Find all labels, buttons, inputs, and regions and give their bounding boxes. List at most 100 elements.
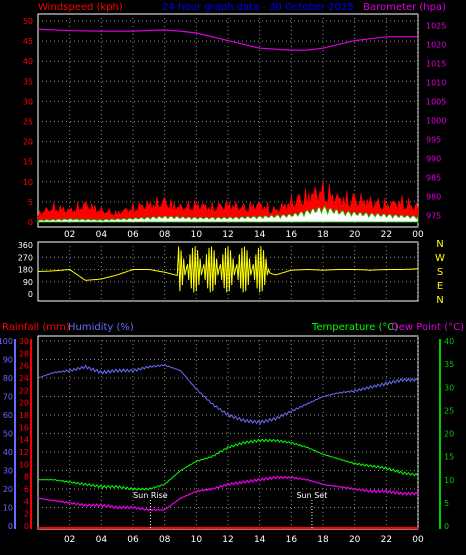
barometer-tick: 1005 <box>426 97 446 106</box>
x-tick-label: 08 <box>159 535 171 545</box>
x-tick-label: 00 <box>412 230 424 240</box>
temperature-tick: 25 <box>444 406 454 415</box>
x-tick-label: 20 <box>349 230 361 240</box>
x-tick-label: 12 <box>222 535 233 545</box>
windspeed-axis-title: Windspeed (kph) <box>38 2 123 13</box>
temperature-tick: 35 <box>444 360 454 369</box>
rainfall-tick: 14 <box>19 436 29 445</box>
temperature-panel-grid <box>38 336 419 529</box>
compass-letter: N <box>436 295 443 306</box>
x-tick-label: 22 <box>381 535 392 545</box>
x-tick-label: 16 <box>286 230 298 240</box>
windspeed-tick: 20 <box>23 138 33 147</box>
rainfall-tick: 28 <box>19 349 29 358</box>
humidity-tick: 10 <box>3 504 13 513</box>
windspeed-tick: 15 <box>23 158 33 167</box>
temperature-tick: 20 <box>444 430 454 439</box>
compass-letter: N <box>436 239 443 250</box>
x-tick-label: 04 <box>96 535 108 545</box>
x-tick-label: 20 <box>349 535 361 545</box>
windspeed-tick: 5 <box>28 198 33 207</box>
x-tick-label: 06 <box>127 535 139 545</box>
temperature-tick: 10 <box>444 476 454 485</box>
barometer-tick-labels: 975 980 985 990 995 1000 1005 1010 1015 1020 1025 <box>426 21 446 220</box>
x-tick-label: 12 <box>222 230 233 240</box>
barometer-tick: 980 <box>426 193 441 202</box>
temperature-line <box>37 438 419 491</box>
temperature-tick: 40 <box>444 337 454 346</box>
rainfall-tick: 30 <box>19 337 29 346</box>
barometer-tick: 985 <box>426 174 441 183</box>
x-tick-label: 06 <box>127 230 139 240</box>
humidity-tick: 40 <box>3 448 13 457</box>
rainfall-tick: 18 <box>19 411 29 420</box>
humidity-line <box>37 364 419 425</box>
barometer-tick: 1000 <box>426 117 446 126</box>
x-tick-label: 18 <box>317 230 329 240</box>
barometer-axis-title: Barometer (hpa) <box>363 2 446 13</box>
rainfall-tick: 22 <box>19 386 29 395</box>
temperature-tick: 15 <box>444 453 454 462</box>
x-tick-label: 16 <box>286 535 298 545</box>
barometer-line <box>37 28 418 51</box>
windspeed-tick: 45 <box>23 37 33 46</box>
wind-x-tick-labels: 02 04 06 08 10 12 14 16 18 20 22 00 <box>64 230 424 240</box>
direction-tick-labels: 0 90 180 270 360 <box>18 241 33 299</box>
temperature-tick: 30 <box>444 383 454 392</box>
sun-annotations: Sun Rise Sun Set <box>133 491 327 529</box>
compass-letter: E <box>437 281 443 292</box>
x-tick-label: 04 <box>96 230 108 240</box>
direction-tick: 270 <box>18 253 33 262</box>
x-tick-label: 10 <box>191 535 203 545</box>
x-tick-label: 02 <box>64 535 75 545</box>
wind-direction-line <box>38 246 419 293</box>
windspeed-tick: 40 <box>23 57 33 66</box>
humidity-axis-title: Humidity (%) <box>68 322 134 333</box>
average-wind-area <box>37 205 419 223</box>
sun-marker-label: Sun Rise <box>133 491 168 500</box>
humidity-tick: 70 <box>3 393 13 402</box>
windspeed-tick: 0 <box>28 218 33 227</box>
barometer-tick: 1010 <box>426 78 446 87</box>
temperature-tick: 0 <box>444 522 449 531</box>
rainfall-tick: 10 <box>19 460 29 469</box>
humidity-tick: 100 <box>0 337 13 346</box>
rainfall-tick: 4 <box>24 497 29 506</box>
humidity-tick: 90 <box>3 356 13 365</box>
rainfall-tick: 8 <box>24 473 29 482</box>
windspeed-tick: 35 <box>23 77 33 86</box>
barometer-tick: 1025 <box>426 21 446 30</box>
x-tick-label: 14 <box>254 535 266 545</box>
humidity-tick: 0 <box>8 522 13 531</box>
barometer-tick: 995 <box>426 136 441 145</box>
humidity-tick-labels: 0 10 20 30 40 50 60 70 80 90 100 <box>0 337 13 531</box>
compass-letter: W <box>435 253 445 264</box>
x-tick-label: 18 <box>317 535 329 545</box>
barometer-tick: 1020 <box>426 40 446 49</box>
temperature-x-tick-labels: 02 04 06 08 10 12 14 16 18 20 22 00 <box>64 535 424 545</box>
x-tick-label: 02 <box>64 230 75 240</box>
direction-series <box>38 246 419 293</box>
humidity-tick: 80 <box>3 374 13 383</box>
rainfall-tick: 20 <box>19 399 29 408</box>
windspeed-tick: 25 <box>23 118 33 127</box>
temperature-axis-title: Temperature (°C) <box>311 322 398 333</box>
direction-tick: 180 <box>18 266 33 275</box>
rainfall-tick: 12 <box>19 448 29 457</box>
direction-tick: 90 <box>23 278 33 287</box>
chart-title: 24 hour graph data - 30 October 2025 <box>162 2 353 13</box>
humidity-tick: 30 <box>3 467 13 476</box>
temperature-tick: 5 <box>444 499 449 508</box>
windspeed-tick: 50 <box>23 17 33 26</box>
direction-tick: 360 <box>18 241 33 250</box>
rainfall-tick: 2 <box>24 510 29 519</box>
rainfall-axis-title: Rainfall (mm) <box>2 322 70 333</box>
barometer-tick: 1015 <box>426 59 446 68</box>
rainfall-tick: 26 <box>19 362 29 371</box>
dew-point-line <box>37 475 419 512</box>
humidity-tick: 20 <box>3 485 13 494</box>
temperature-tick-labels: 0 5 10 15 20 25 30 35 40 <box>444 337 454 531</box>
sun-marker-label: Sun Set <box>296 491 327 500</box>
